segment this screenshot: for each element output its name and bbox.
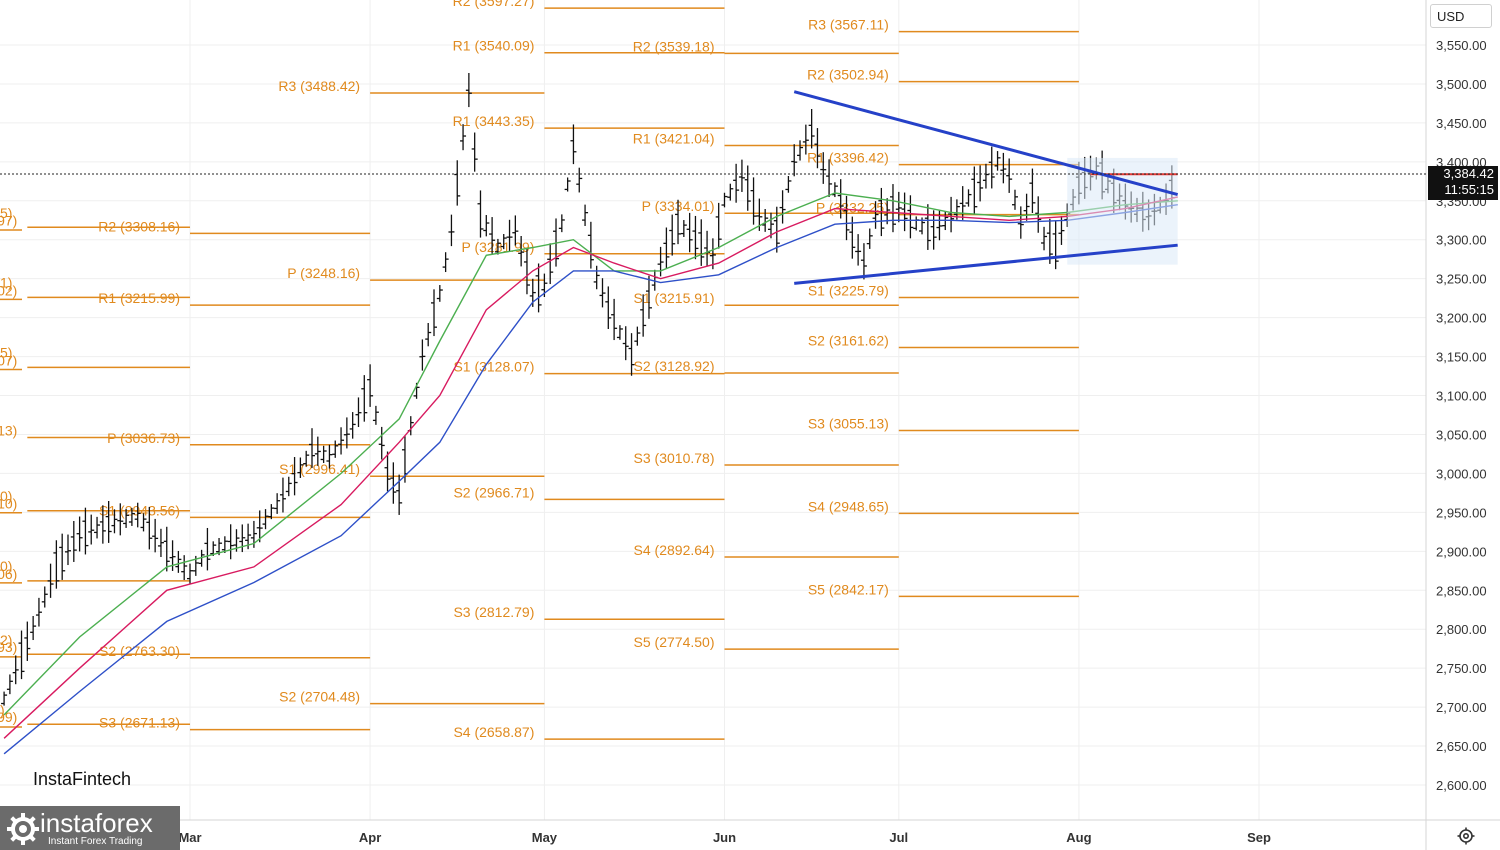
trend-line-upper [793, 90, 1179, 197]
ma-line-slow [3, 204, 1178, 755]
y-tick-label: 3,500.00 [1436, 77, 1487, 92]
pivot-level-label: P (3332.25) [816, 200, 889, 216]
brand-watermark: InstaFintech [33, 769, 132, 789]
pivot-level-label: S2 (2677.99) [0, 709, 17, 725]
edge-pivot-label: ) [0, 702, 5, 718]
pivot-level-label: S2 (3128.92) [634, 358, 715, 374]
pivot-level-label: R5 (3315.97) [0, 212, 17, 228]
last-price-tag: 3,384.42 11:55:15 [1428, 166, 1498, 200]
pivot-level-label: S2 (3161.62) [808, 333, 889, 349]
pivot-level-label: S1 (2943.56) [99, 502, 180, 518]
y-tick-label: 2,650.00 [1436, 739, 1487, 754]
pivot-level-label: S5 (2842.17) [808, 581, 889, 597]
pivot-level-label: R2 (3539.18) [633, 38, 715, 54]
y-tick-label: 2,800.00 [1436, 622, 1487, 637]
logo-name: instaforex [40, 808, 153, 838]
edge-pivot-label: 5) [0, 205, 12, 221]
pivot-level-label: S1 (3215.91) [634, 290, 715, 306]
pivot-level-label: S1 (2996.41) [279, 461, 360, 477]
edge-pivot-label: 2) [0, 632, 12, 648]
pivot-level-label: S3 (2812.79) [453, 604, 534, 620]
pivot-level-label: S4 (2892.64) [634, 542, 715, 558]
pivot-level-label: R2 (3597.27) [453, 0, 535, 9]
instaforex-logo: instaforex Instant Forex Trading [0, 806, 180, 850]
currency-selector[interactable]: USD [1430, 4, 1492, 28]
edge-pivot-label: 1) [0, 274, 12, 290]
pivot-level-label: P (2862.06) [0, 566, 17, 582]
y-tick-label: 3,000.00 [1436, 466, 1487, 481]
pivot-level-label: R2 (3502.94) [807, 67, 889, 83]
y-tick-label: 2,600.00 [1436, 778, 1487, 793]
y-tick-label: 2,950.00 [1436, 505, 1487, 520]
y-tick-label: 3,450.00 [1436, 116, 1487, 131]
y-tick-label: 3,300.00 [1436, 233, 1487, 248]
pivot-level-label: S2 (2763.30) [99, 643, 180, 659]
x-tick-label: Sep [1247, 830, 1271, 845]
bar-countdown: 11:55:15 [1444, 182, 1494, 197]
pivot-level-label: S4 (2948.65) [808, 498, 889, 514]
y-tick-label: 3,100.00 [1436, 389, 1487, 404]
pivot-level-label: R3 (3136.07) [0, 352, 17, 368]
pivot-level-label: R4 (3226.02) [0, 282, 17, 298]
pivot-level-label: R1 (2952.10) [0, 496, 17, 512]
pivot-level-label: R3 (3567.11) [808, 17, 889, 33]
pivot-level-label: S1 (3128.07) [453, 359, 534, 375]
pivot-level-label: R1 (3540.09) [453, 38, 535, 54]
ma-line-mid [3, 196, 1178, 739]
pivot-level-label: S1 (3225.79) [808, 283, 889, 299]
pivot-level-label: S4 (2658.87) [453, 724, 534, 740]
y-tick-label: 3,200.00 [1436, 311, 1487, 326]
y-tick-label: 3,050.00 [1436, 427, 1487, 442]
pivot-level-label: R1 (3443.35) [453, 113, 535, 129]
pivot-level-label: R1 (3215.99) [98, 290, 180, 306]
logo-tagline: Instant Forex Trading [48, 836, 143, 847]
logo-gear-icon [7, 813, 39, 845]
y-tick-label: 3,250.00 [1436, 272, 1487, 287]
y-tick-label: 2,900.00 [1436, 544, 1487, 559]
pivot-level-label: R1 (3396.42) [807, 150, 889, 166]
last-price-value: 3,384.42 [1443, 166, 1494, 181]
pivot-level-label: P (3248.16) [287, 265, 360, 281]
edge-pivot-label: 0) [0, 558, 12, 574]
x-tick-label: Aug [1066, 830, 1091, 845]
x-tick-label: Apr [359, 830, 381, 845]
x-tick-label: Mar [178, 830, 201, 845]
pivot-level-label: S3 (2671.13) [99, 715, 180, 731]
y-tick-label: 2,700.00 [1436, 700, 1487, 715]
edge-pivot-label: 5) [0, 344, 12, 360]
pivot-level-label: S1 (2767.93) [0, 639, 17, 655]
pivot-level-label: S2 (2704.48) [279, 689, 360, 705]
pivot-level-label: S2 (2966.71) [453, 484, 534, 500]
pivot-level-label: S3 (3055.13) [808, 415, 889, 431]
pivot-level-label: P (3036.73) [107, 430, 180, 446]
pivot-level-label: R1 (3421.04) [633, 130, 715, 146]
y-tick-label: 3,150.00 [1436, 350, 1487, 365]
y-tick-label: 2,750.00 [1436, 661, 1487, 676]
pivot-level-label: R2 (3046.13) [0, 422, 17, 438]
x-tick-label: Jun [713, 830, 736, 845]
y-tick-label: 3,550.00 [1436, 38, 1487, 53]
pivot-level-label: R3 (3488.42) [278, 78, 360, 94]
y-tick-label: 2,850.00 [1436, 583, 1487, 598]
settings-gear-icon[interactable] [1456, 826, 1476, 846]
x-tick-label: Jul [889, 830, 908, 845]
x-tick-label: May [532, 830, 558, 845]
pivot-level-label: S3 (3010.78) [634, 450, 715, 466]
pivot-level-label: S5 (2774.50) [634, 634, 715, 650]
edge-pivot-label: 0) [0, 488, 12, 504]
trend-line-lower [794, 243, 1178, 285]
pivot-level-label: R2 (3308.16) [98, 218, 180, 234]
